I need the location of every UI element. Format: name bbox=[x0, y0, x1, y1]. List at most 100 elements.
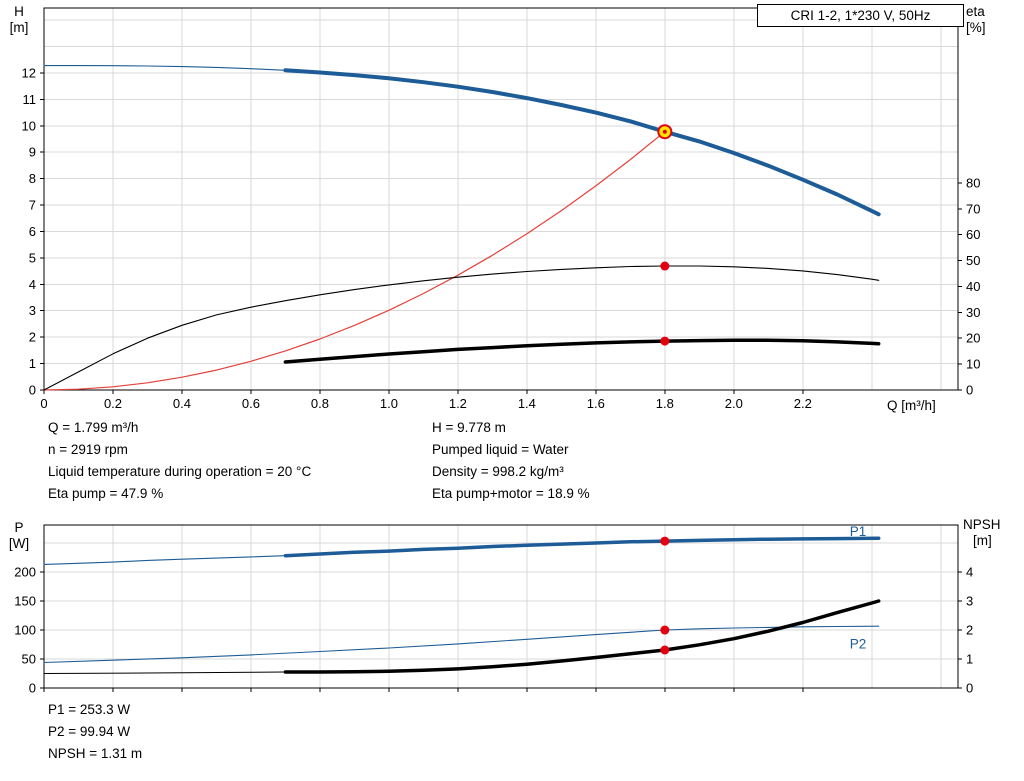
y-right-tick-label: 60 bbox=[966, 227, 980, 242]
y-left-tick-label: 4 bbox=[29, 277, 36, 292]
y-right-tick-label: 0 bbox=[966, 383, 973, 398]
y-left-tick-label: 0 bbox=[29, 681, 36, 696]
y-right-tick-label: 40 bbox=[966, 279, 980, 294]
series-npsh-thin bbox=[43, 671, 286, 674]
y-right-tick-label: 70 bbox=[966, 201, 980, 216]
x-tick-label: 2.0 bbox=[725, 396, 743, 411]
y-left-tick-label: 8 bbox=[29, 171, 36, 186]
info-line-eta-pump: Eta pump = 47.9 % bbox=[48, 486, 164, 501]
npsh-axis-unit: [m] bbox=[973, 533, 992, 548]
duty-dot-marker bbox=[660, 536, 670, 546]
duty-dot-marker bbox=[660, 261, 670, 271]
y-left-tick-label: 100 bbox=[14, 622, 36, 637]
info-line-q: Q = 1.799 m³/h bbox=[48, 420, 139, 435]
gridlines bbox=[44, 525, 958, 688]
x-tick-label: 0.8 bbox=[311, 396, 329, 411]
curve-label-p2: P2 bbox=[850, 637, 867, 652]
series-p1-thin bbox=[43, 555, 286, 565]
x-tick-label: 1.4 bbox=[518, 396, 536, 411]
y-right-tick-label: 3 bbox=[966, 593, 973, 608]
y-right-tick-label: 50 bbox=[966, 253, 980, 268]
h-axis-name: H bbox=[14, 4, 24, 19]
curve-label-p1: P1 bbox=[850, 524, 867, 539]
axis-ticks bbox=[40, 571, 962, 692]
y-left-tick-label: 6 bbox=[29, 224, 36, 239]
eta-axis-unit: [%] bbox=[966, 20, 986, 35]
series-h-curve-thin bbox=[43, 65, 286, 71]
y-left-tick-label: 1 bbox=[29, 356, 36, 371]
duty-point-center bbox=[662, 129, 667, 134]
y-left-tick-label: 200 bbox=[14, 564, 36, 579]
duty-dot-marker bbox=[660, 625, 670, 635]
y-left-tick-label: 5 bbox=[29, 250, 36, 265]
p-axis-name: P bbox=[14, 520, 24, 535]
y-right-tick-label: 2 bbox=[966, 622, 973, 637]
y-right-tick-label: 10 bbox=[966, 357, 980, 372]
plot-border bbox=[43, 524, 959, 689]
tick-labels: 0 0.2 0.4 0.6 0.8 1.0 1.2 1.4 1.6 1.8 2.0 2.2012345… bbox=[22, 65, 981, 411]
eta-axis-label: eta [%] bbox=[966, 4, 986, 36]
info-line-n: n = 2919 rpm bbox=[48, 442, 128, 457]
x-tick-label: 1.0 bbox=[380, 396, 398, 411]
p-axis-unit: [W] bbox=[8, 536, 30, 551]
info-line-npsh: NPSH = 1.31 m bbox=[48, 746, 143, 761]
info-line-p2: P2 = 99.94 W bbox=[48, 724, 131, 739]
x-tick-label: 0.4 bbox=[173, 396, 191, 411]
npsh-axis-name: NPSH bbox=[963, 517, 1001, 532]
x-tick-label: 1.8 bbox=[656, 396, 674, 411]
y-right-tick-label: 4 bbox=[966, 564, 973, 579]
npsh-axis-label: NPSH [m] bbox=[963, 517, 1001, 549]
y-right-tick-label: 1 bbox=[966, 651, 973, 666]
y-left-tick-label: 50 bbox=[22, 651, 36, 666]
tick-labels: 0 50 100 150 200 0 1 2 3 4 bbox=[14, 564, 973, 695]
y-left-tick-label: 12 bbox=[22, 65, 36, 80]
x-tick-label: 1.2 bbox=[449, 396, 467, 411]
x-tick-label: 0.2 bbox=[104, 396, 122, 411]
y-right-tick-label: 0 bbox=[966, 681, 973, 696]
x-tick-label: 1.6 bbox=[587, 396, 605, 411]
series-p2 bbox=[43, 625, 880, 664]
y-left-tick-label: 11 bbox=[23, 92, 37, 107]
duty-info-left: Q = 1.799 m³/h n = 2919 rpm Liquid tempe… bbox=[48, 419, 311, 507]
plot-border bbox=[43, 7, 959, 391]
info-line-eta-total: Eta pump+motor = 18.9 % bbox=[432, 486, 590, 501]
p-axis-label: P [W] bbox=[0, 520, 38, 552]
info-line-p1: P1 = 253.3 W bbox=[48, 702, 131, 717]
y-left-tick-label: 150 bbox=[14, 593, 36, 608]
series-system-curve bbox=[43, 131, 666, 391]
y-left-tick-label: 2 bbox=[29, 330, 36, 345]
y-left-tick-label: 0 bbox=[29, 383, 36, 398]
power-info-block: P1 = 253.3 W P2 = 99.94 W NPSH = 1.31 m bbox=[48, 701, 142, 767]
chart-title: CRI 1-2, 1*230 V, 50Hz bbox=[790, 8, 931, 23]
series-h-curve bbox=[283, 68, 881, 217]
eta-axis-name: eta bbox=[966, 4, 985, 19]
h-axis-label: H [m] bbox=[0, 4, 38, 36]
series-p1 bbox=[283, 536, 881, 558]
axis-ticks bbox=[40, 72, 962, 394]
series-npsh bbox=[283, 599, 881, 674]
chart-title-box: CRI 1-2, 1*230 V, 50Hz bbox=[757, 4, 964, 27]
gridlines bbox=[44, 8, 958, 390]
y-left-tick-label: 7 bbox=[29, 198, 36, 213]
hq-chart: 0 0.2 0.4 0.6 0.8 1.0 1.2 1.4 1.6 1.8 2.0 2.2012345… bbox=[22, 7, 981, 411]
duty-dot-marker bbox=[660, 336, 670, 346]
info-line-liquid: Pumped liquid = Water bbox=[432, 442, 569, 457]
x-tick-label: 2.2 bbox=[794, 396, 812, 411]
q-axis-label: Q [m³/h] bbox=[887, 398, 936, 413]
y-right-tick-label: 30 bbox=[966, 305, 980, 320]
info-line-density: Density = 998.2 kg/m³ bbox=[432, 464, 564, 479]
duty-info-right: H = 9.778 m Pumped liquid = Water Densit… bbox=[432, 419, 590, 507]
x-tick-label: 0.6 bbox=[242, 396, 260, 411]
x-tick-label: 0 bbox=[40, 396, 47, 411]
y-right-tick-label: 20 bbox=[966, 331, 980, 346]
info-line-h: H = 9.778 m bbox=[432, 420, 506, 435]
p-npsh-chart: 0 50 100 150 200 0 1 2 3 4 P1 P2 bbox=[14, 524, 973, 695]
h-axis-unit: [m] bbox=[9, 20, 29, 35]
y-left-tick-label: 9 bbox=[29, 145, 36, 160]
series-eta-pump-motor bbox=[283, 338, 881, 364]
series-eta-pump bbox=[43, 265, 880, 391]
y-left-tick-label: 10 bbox=[22, 118, 36, 133]
duty-dot-marker bbox=[660, 645, 670, 655]
